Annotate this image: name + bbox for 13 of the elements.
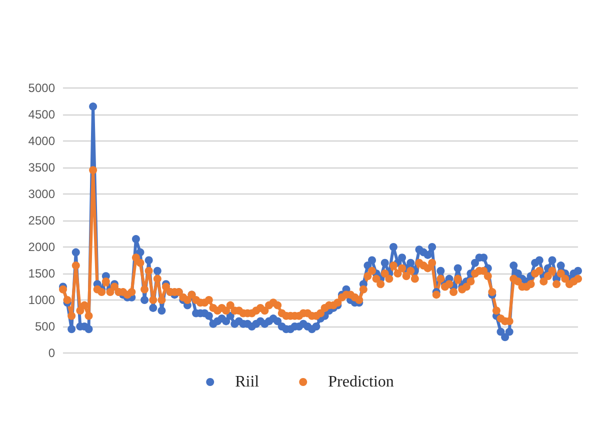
y-tick-label: 4500	[28, 108, 56, 122]
y-tick-label: 1000	[28, 293, 56, 307]
y-tick-label: 500	[34, 320, 56, 334]
y-tick-label: 4000	[28, 134, 56, 148]
y-tick-label: 3000	[28, 187, 56, 201]
y-tick-label: 2000	[28, 240, 56, 254]
legend-label: Prediction	[328, 374, 394, 390]
y-tick-label: 3500	[28, 160, 56, 174]
legend-label: Riil	[235, 374, 260, 390]
y-tick-label: 0	[48, 346, 56, 360]
y-tick-label: 2500	[28, 214, 56, 228]
y-tick-label: 5000	[28, 81, 56, 95]
y-tick-label: 1500	[28, 266, 56, 280]
